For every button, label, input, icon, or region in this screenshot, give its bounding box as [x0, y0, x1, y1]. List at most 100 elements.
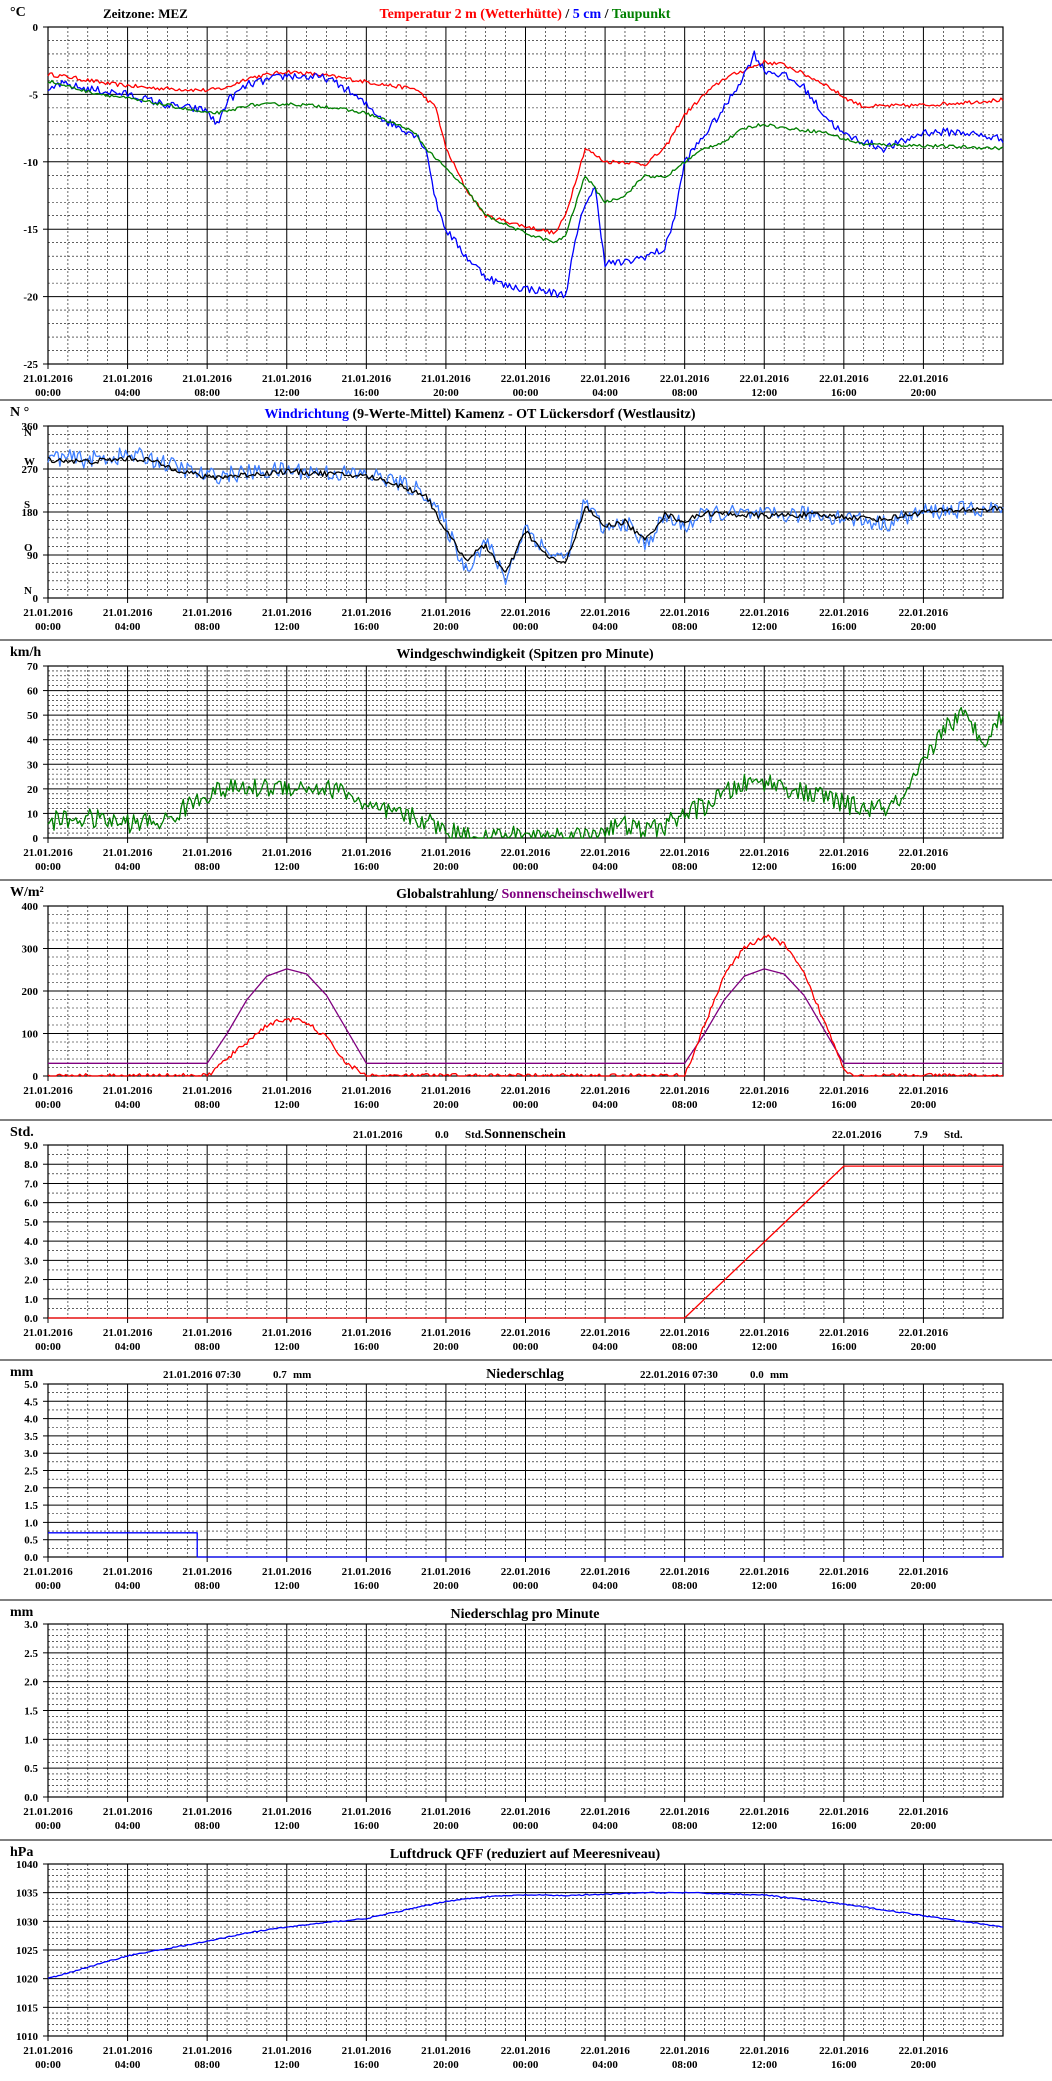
- y-tick-label: 1025: [16, 1945, 39, 1957]
- title-part: /: [493, 887, 501, 902]
- x-tick-time: 12:00: [751, 621, 777, 633]
- x-tick-time: 08:00: [194, 621, 220, 633]
- title-part: /: [601, 7, 612, 22]
- info-value: 0.7: [273, 1369, 287, 1381]
- y-tick-label: 0: [33, 22, 39, 34]
- chart-title: Windrichtung (9-Werte-Mittel) Kamenz - O…: [264, 407, 695, 422]
- x-tick-time: 16:00: [831, 1580, 857, 1592]
- chart-title: Luftdruck QFF (reduziert auf Meeresnivea…: [390, 1847, 661, 1862]
- x-tick-date: 21.01.2016: [182, 2045, 232, 2057]
- y-tick-label: 1040: [16, 1859, 39, 1871]
- compass-label: O: [24, 542, 33, 554]
- chart-title: Temperatur 2 m (Wetterhütte) / 5 cm / Ta…: [380, 7, 671, 22]
- x-tick-date: 22.01.2016: [899, 607, 949, 619]
- x-tick-date: 22.01.2016: [819, 1566, 869, 1578]
- x-tick-date: 21.01.2016: [262, 373, 312, 385]
- x-tick-time: 04:00: [115, 387, 141, 399]
- unit-label: °C: [10, 5, 26, 20]
- x-tick-time: 00:00: [35, 621, 61, 633]
- x-tick-date: 22.01.2016: [501, 1085, 551, 1097]
- x-tick-date: 21.01.2016: [182, 1327, 232, 1339]
- series-line-2: [47, 79, 1004, 244]
- x-tick-time: 00:00: [513, 1820, 539, 1832]
- x-tick-time: 20:00: [911, 1341, 937, 1353]
- x-tick-date: 22.01.2016: [899, 1085, 949, 1097]
- x-tick-time: 08:00: [194, 861, 220, 873]
- y-tick-label: 60: [27, 686, 39, 698]
- series-line-1: [47, 934, 1004, 1077]
- x-tick-time: 08:00: [194, 2059, 220, 2071]
- chart-title: Niederschlag: [486, 1367, 564, 1382]
- y-tick-label: 1020: [16, 1974, 39, 1986]
- major-grid: [48, 1384, 1003, 1557]
- x-tick-date: 22.01.2016: [819, 1806, 869, 1818]
- x-tick-date: 22.01.2016: [899, 2045, 949, 2057]
- title-part: Temperatur 2 m (Wetterhütte): [380, 7, 563, 22]
- x-tick-time: 12:00: [751, 861, 777, 873]
- unit-label: mm: [10, 1605, 34, 1620]
- x-tick-date: 21.01.2016: [23, 1566, 73, 1578]
- chart-precip_min: 3.0 2.5 2.0 1.5 1.0 0.5 0.0 mm Niederschlag pro …: [0, 1599, 1052, 1832]
- x-tick-date: 22.01.2016: [501, 607, 551, 619]
- y-tick-label: 20: [27, 784, 39, 796]
- x-tick-time: 00:00: [513, 2059, 539, 2071]
- series-line-0: [47, 59, 1004, 235]
- x-tick-time: 04:00: [592, 861, 618, 873]
- info-value: 0.0: [435, 1129, 449, 1141]
- y-tick-label: 0: [33, 1071, 39, 1083]
- x-tick-date: 22.01.2016: [580, 847, 630, 859]
- x-tick-date: 22.01.2016: [899, 1327, 949, 1339]
- x-tick-time: 00:00: [35, 2059, 61, 2071]
- x-tick-date: 21.01.2016: [103, 1085, 153, 1097]
- unit-label: N °: [10, 405, 29, 420]
- y-tick-label: 270: [22, 464, 39, 476]
- info-line: 22.01.2016 7.9 Std.: [832, 1129, 963, 1141]
- x-tick-date: 21.01.2016: [23, 1806, 73, 1818]
- chart-title: Sonnenschein: [484, 1127, 566, 1142]
- y-tick-label: 70: [27, 661, 39, 673]
- unit-label: mm: [10, 1365, 34, 1380]
- x-tick-time: 20:00: [433, 861, 459, 873]
- x-tick-date: 21.01.2016: [23, 847, 73, 859]
- series-line-0: [47, 706, 1004, 839]
- unit-label: W/m²: [10, 885, 44, 900]
- x-tick-date: 22.01.2016: [580, 2045, 630, 2057]
- x-tick-time: 16:00: [353, 621, 379, 633]
- x-tick-date: 22.01.2016: [501, 847, 551, 859]
- y-tick-label: 0.0: [24, 1313, 38, 1325]
- major-grid: [48, 906, 1003, 1076]
- x-tick-date: 22.01.2016: [501, 1566, 551, 1578]
- x-tick-time: 08:00: [194, 1580, 220, 1592]
- y-tick-label: 200: [22, 986, 39, 998]
- major-grid: [48, 1864, 1003, 2036]
- x-tick-date: 21.01.2016: [182, 1566, 232, 1578]
- x-tick-date: 21.01.2016: [342, 1806, 392, 1818]
- x-tick-time: 20:00: [911, 2059, 937, 2071]
- title-part: Sonnenschein: [484, 1127, 566, 1142]
- x-tick-time: 16:00: [831, 621, 857, 633]
- x-tick-date: 22.01.2016: [501, 373, 551, 385]
- x-tick-time: 20:00: [433, 1099, 459, 1111]
- chart-radiation: 400 300 200 100 0 W/m² Globalstrahlung/ Sonnen…: [0, 879, 1052, 1111]
- y-tick-label: 1.0: [24, 1517, 38, 1529]
- y-tick-label: -15: [23, 224, 38, 236]
- y-tick-label: 1010: [16, 2031, 39, 2043]
- x-tick-time: 00:00: [513, 861, 539, 873]
- title-part: Windrichtung: [264, 407, 349, 422]
- x-tick-date: 22.01.2016: [660, 2045, 710, 2057]
- x-tick-time: 04:00: [592, 1099, 618, 1111]
- x-tick-time: 12:00: [274, 1820, 300, 1832]
- y-tick-label: 2.5: [24, 1466, 38, 1478]
- compass-label: N: [24, 427, 32, 439]
- title-part: /: [562, 7, 573, 22]
- x-tick-time: 04:00: [115, 1099, 141, 1111]
- x-tick-time: 08:00: [194, 1820, 220, 1832]
- series-line-1: [47, 455, 1004, 573]
- info-date: 21.01.2016: [353, 1129, 403, 1141]
- info-unit: mm: [293, 1369, 311, 1381]
- title-part: Sonnenscheinschwellwert: [501, 887, 654, 902]
- x-tick-date: 22.01.2016: [501, 2045, 551, 2057]
- x-tick-date: 22.01.2016: [819, 1085, 869, 1097]
- x-tick-time: 16:00: [353, 1099, 379, 1111]
- x-tick-date: 22.01.2016: [660, 607, 710, 619]
